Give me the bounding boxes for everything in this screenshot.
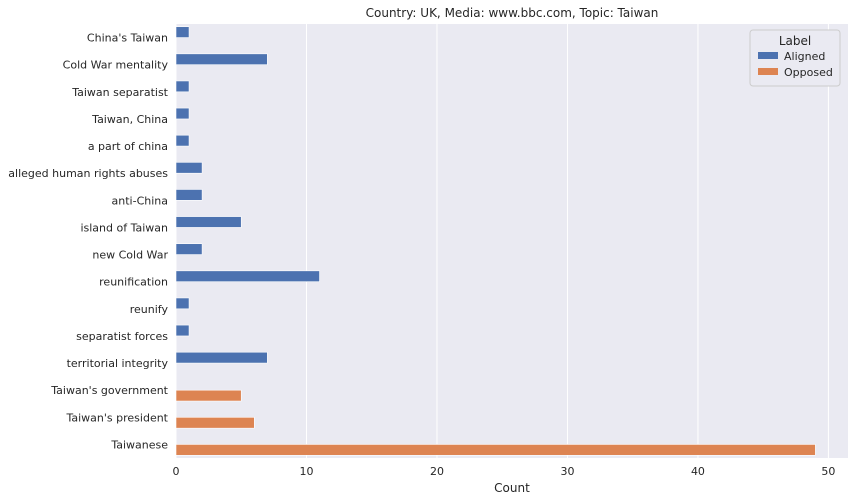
chart-title: Country: UK, Media: www.bbc.com, Topic: … [366,6,659,20]
y-tick-label: Taiwan separatist [71,86,168,99]
legend-title: Label [779,34,811,48]
x-tick-label: 0 [173,465,180,478]
y-tick-label: new Cold War [92,249,168,262]
y-tick-labels: China's Taiwan Cold War mentality Taiwan s… [8,32,168,452]
bar-opposed-13 [175,389,242,402]
y-tick-label: separatist forces [76,330,168,343]
y-tick-label: China's Taiwan [87,32,168,45]
bar-aligned-3 [175,107,190,120]
x-tick-labels: 0 10 20 30 40 50 [173,465,836,478]
y-tick-label: anti-China [112,194,168,207]
bar-aligned-4 [175,134,190,147]
legend-label-aligned: Aligned [784,50,825,63]
y-tick-label: territorial integrity [67,357,169,370]
bar-opposed-14 [175,417,255,429]
x-tick-label: 50 [821,465,835,478]
x-tick-label: 10 [299,465,313,478]
y-tick-label: Taiwan, China [91,113,168,126]
y-tick-label: Cold War mentality [63,59,169,72]
bars [175,26,816,456]
bar-aligned-9 [175,270,320,282]
x-tick-label: 30 [560,465,574,478]
bar-aligned-2 [175,80,190,93]
bar-aligned-1 [175,53,268,65]
bar-aligned-7 [175,216,242,228]
bar-aligned-12 [175,351,268,364]
plot-background [176,24,848,458]
bar-aligned-11 [175,324,190,337]
x-tick-label: 20 [430,465,444,478]
legend-swatch-opposed [758,68,778,75]
y-tick-label: alleged human rights abuses [8,167,168,180]
legend-swatch-aligned [758,52,778,59]
bar-opposed-15 [175,444,816,456]
y-tick-label: reunify [130,303,169,316]
bar-aligned-5 [175,162,203,174]
y-tick-label: a part of china [88,140,168,153]
y-tick-label: Taiwanese [110,438,168,451]
y-tick-label: island of Taiwan [80,221,168,234]
x-tick-label: 40 [691,465,705,478]
bar-aligned-8 [175,243,203,255]
bar-aligned-0 [175,26,190,38]
x-axis-title: Count [494,481,530,495]
y-tick-label: Taiwan's government [50,384,168,397]
y-tick-label: reunification [99,276,168,289]
legend: Label Aligned Opposed [749,29,841,87]
bar-aligned-6 [175,189,203,201]
grid-lines [175,24,829,458]
y-tick-label: Taiwan's president [65,411,168,424]
legend-label-opposed: Opposed [784,66,833,79]
bar-aligned-10 [175,297,190,310]
